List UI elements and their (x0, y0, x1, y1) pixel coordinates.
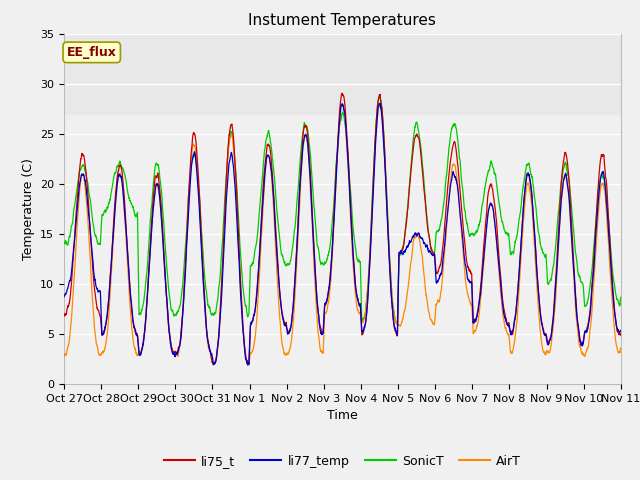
li77_temp (520, 200, 527, 206)
li75_t (413, 132, 421, 138)
li77_temp (479, 268, 486, 274)
SonicT (413, 120, 421, 126)
Title: Instument Temperatures: Instument Temperatures (248, 13, 436, 28)
Legend: li75_t, li77_temp, SonicT, AirT: li75_t, li77_temp, SonicT, AirT (159, 450, 526, 473)
li77_temp (244, 362, 252, 368)
Text: EE_flux: EE_flux (67, 46, 116, 59)
li77_temp (449, 170, 457, 176)
li75_t (617, 333, 625, 338)
li75_t (339, 91, 346, 96)
li77_temp (617, 327, 625, 333)
Line: li75_t: li75_t (64, 94, 621, 365)
AirT (479, 274, 486, 280)
li75_t (449, 144, 456, 150)
AirT (413, 230, 421, 236)
li77_temp (60, 294, 68, 300)
AirT (339, 101, 346, 107)
li77_temp (376, 100, 383, 106)
AirT (520, 214, 527, 219)
Line: AirT: AirT (64, 104, 621, 365)
SonicT (449, 122, 457, 128)
SonicT (237, 251, 244, 257)
SonicT (617, 294, 625, 300)
li77_temp (449, 171, 456, 177)
AirT (237, 282, 244, 288)
AirT (449, 162, 456, 168)
SonicT (449, 124, 456, 130)
li75_t (520, 201, 527, 206)
li75_t (237, 285, 244, 290)
SonicT (520, 181, 527, 187)
SonicT (60, 241, 68, 247)
AirT (60, 353, 68, 359)
SonicT (479, 201, 486, 206)
X-axis label: Time: Time (327, 409, 358, 422)
li75_t (60, 312, 68, 318)
AirT (617, 347, 625, 352)
SonicT (394, 322, 401, 327)
Y-axis label: Temperature (C): Temperature (C) (22, 158, 35, 260)
li75_t (449, 144, 457, 149)
Line: SonicT: SonicT (64, 96, 621, 324)
li77_temp (413, 232, 421, 238)
SonicT (376, 93, 383, 99)
AirT (245, 362, 253, 368)
Line: li77_temp: li77_temp (64, 103, 621, 365)
li75_t (479, 261, 486, 266)
AirT (449, 162, 457, 168)
Bar (64, 34, 621, 114)
li75_t (209, 362, 217, 368)
li77_temp (237, 291, 244, 297)
